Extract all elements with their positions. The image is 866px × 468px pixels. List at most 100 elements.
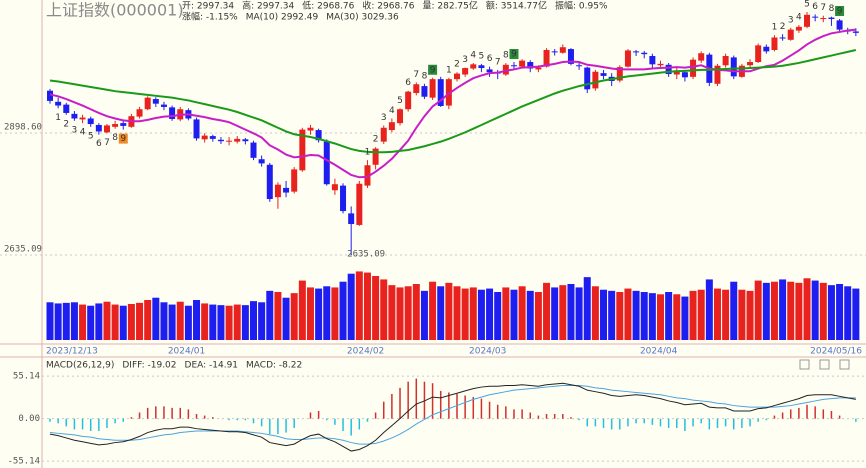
volume-bar <box>510 289 518 340</box>
setup-count: 8 <box>422 71 428 81</box>
volume-bar <box>827 285 835 340</box>
volume-bar <box>87 305 95 340</box>
volume-bar <box>233 304 241 340</box>
volume-bar <box>290 293 298 340</box>
candle-body <box>804 14 811 27</box>
volume-bar <box>119 305 127 340</box>
candle-body <box>690 59 697 77</box>
x-tick-label: 2024/03 <box>469 347 506 357</box>
candle-body <box>95 124 102 132</box>
volume-bar <box>722 289 730 340</box>
volume-bar <box>616 292 624 340</box>
y-tick-label: 2898.60 <box>4 123 42 133</box>
setup-count: 7 <box>820 3 826 13</box>
volume-bar <box>274 292 282 340</box>
volume-bar <box>437 286 445 340</box>
candle-body <box>429 79 436 98</box>
volume-bar <box>730 281 738 340</box>
candle-body <box>315 130 322 141</box>
volume-bar <box>412 284 420 340</box>
x-tick-label: 2024/02 <box>347 347 384 357</box>
panel-button[interactable] <box>799 359 810 370</box>
volume-bar <box>160 302 168 340</box>
candle-body <box>250 142 257 158</box>
candle-body <box>356 183 363 225</box>
info-text: 额: 3514.77亿 <box>486 0 547 12</box>
candle-body <box>836 20 843 30</box>
volume-bar <box>453 286 461 340</box>
setup-count: 4 <box>80 128 86 138</box>
setup-count: 7 <box>104 138 110 148</box>
volume-bar <box>355 271 363 340</box>
candle-body <box>755 45 762 63</box>
volume-bar <box>477 289 485 340</box>
volume-bar <box>193 300 201 340</box>
candle-body <box>820 18 827 20</box>
candle-body <box>55 101 62 106</box>
setup-count: 6 <box>96 139 102 149</box>
info-text: 低: 2968.76 <box>302 0 354 12</box>
candle-body <box>592 71 599 89</box>
setup-count: 8 <box>503 50 509 60</box>
volume-bar <box>315 288 323 340</box>
setup-count: 9 <box>120 134 126 144</box>
volume-bar <box>363 272 371 340</box>
volume-bar <box>738 289 746 340</box>
setup-count: 6 <box>812 2 818 12</box>
candle-body <box>649 56 656 65</box>
setup-count: 2 <box>454 60 460 70</box>
setup-count: 8 <box>829 4 835 14</box>
candle-body <box>372 148 379 165</box>
info-text: 量: 282.75亿 <box>423 0 478 12</box>
y-tick-label: -55.14 <box>7 457 40 467</box>
volume-bar <box>713 288 721 340</box>
candle-body <box>79 117 86 120</box>
info-text: MA(10) 2992.49 <box>246 13 319 23</box>
volume-bar <box>396 287 404 340</box>
candle-body <box>641 52 648 55</box>
volume-bar <box>201 303 209 340</box>
candle-body <box>47 90 53 101</box>
candle-body <box>120 123 127 126</box>
setup-count: 5 <box>479 51 485 61</box>
candle-body <box>486 69 493 73</box>
setup-box <box>118 133 128 144</box>
setup-count: 7 <box>413 70 419 80</box>
candle-body <box>112 124 119 127</box>
volume-bar <box>689 290 697 340</box>
candle-body <box>828 17 835 19</box>
volume-bar <box>388 285 396 340</box>
x-tick-label: 2024/04 <box>640 347 678 357</box>
volume-bar <box>404 286 412 340</box>
volume-bar <box>787 281 795 340</box>
info-text: MA(30) 3029.36 <box>326 13 399 23</box>
volume-bar <box>746 290 754 340</box>
info-text: MACD(26,12,9) <box>46 361 114 371</box>
setup-count: 9 <box>511 50 517 60</box>
candle-body <box>714 65 721 84</box>
volume-bar <box>591 286 599 340</box>
panel-button[interactable] <box>819 359 830 370</box>
volume-bar <box>168 304 176 340</box>
candle-body <box>169 107 176 119</box>
volume-bar <box>811 280 819 340</box>
candle-body <box>397 109 404 124</box>
candle-body <box>567 49 574 64</box>
volume-bar <box>306 287 314 340</box>
volume-bar <box>819 282 827 340</box>
panel-button[interactable] <box>839 359 850 370</box>
volume-bar <box>176 301 184 340</box>
volume-bar <box>62 302 70 340</box>
volume-bar <box>534 292 542 340</box>
candle-body <box>510 65 517 67</box>
setup-count: 5 <box>804 0 810 10</box>
volume-bar <box>209 304 217 340</box>
volume-bar <box>697 289 705 340</box>
setup-box <box>835 5 845 16</box>
setup-count: 2 <box>373 135 379 145</box>
candle-body <box>454 73 460 80</box>
volume-bar <box>518 286 526 340</box>
candle-body <box>730 57 737 77</box>
candle-body <box>283 187 290 193</box>
volume-bar <box>648 293 656 340</box>
